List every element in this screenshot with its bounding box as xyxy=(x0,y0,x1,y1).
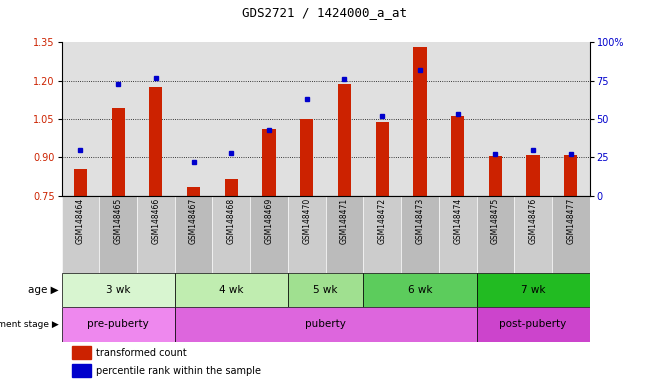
Text: GSM148468: GSM148468 xyxy=(227,197,236,243)
Bar xyxy=(175,196,213,273)
Bar xyxy=(62,273,175,307)
Text: pre-puberty: pre-puberty xyxy=(87,319,149,329)
Bar xyxy=(364,196,401,273)
Bar xyxy=(439,196,476,273)
Bar xyxy=(72,346,91,359)
Bar xyxy=(137,196,175,273)
Bar xyxy=(99,196,137,273)
Text: GSM148467: GSM148467 xyxy=(189,197,198,243)
Text: GSM148473: GSM148473 xyxy=(415,197,424,243)
Bar xyxy=(250,196,288,273)
Text: development stage ▶: development stage ▶ xyxy=(0,320,58,329)
Text: GSM148476: GSM148476 xyxy=(529,197,538,243)
Text: post-puberty: post-puberty xyxy=(500,319,567,329)
Text: GSM148469: GSM148469 xyxy=(264,197,273,243)
Text: GSM148466: GSM148466 xyxy=(152,197,160,243)
Bar xyxy=(476,196,515,273)
Bar xyxy=(72,364,91,377)
Text: puberty: puberty xyxy=(305,319,346,329)
Bar xyxy=(149,87,163,196)
Bar xyxy=(175,273,288,307)
Bar xyxy=(213,196,250,273)
Bar xyxy=(111,108,125,196)
Bar xyxy=(515,196,552,273)
Text: GSM148474: GSM148474 xyxy=(453,197,462,243)
Text: GSM148470: GSM148470 xyxy=(302,197,311,243)
Bar xyxy=(288,196,326,273)
Text: 7 wk: 7 wk xyxy=(521,285,546,295)
Bar xyxy=(288,273,364,307)
Bar xyxy=(326,196,364,273)
Text: GSM148465: GSM148465 xyxy=(113,197,122,243)
Text: 3 wk: 3 wk xyxy=(106,285,130,295)
Bar xyxy=(526,155,540,196)
Bar xyxy=(476,273,590,307)
Bar xyxy=(62,307,175,342)
Bar xyxy=(338,84,351,196)
Bar xyxy=(74,169,87,196)
Bar xyxy=(62,196,99,273)
Text: GSM148471: GSM148471 xyxy=(340,197,349,243)
Bar xyxy=(564,155,577,196)
Text: transformed count: transformed count xyxy=(97,348,187,358)
Bar xyxy=(225,179,238,196)
Bar xyxy=(413,47,426,196)
Text: 4 wk: 4 wk xyxy=(219,285,244,295)
Text: percentile rank within the sample: percentile rank within the sample xyxy=(97,366,261,376)
Text: GSM148477: GSM148477 xyxy=(566,197,575,243)
Bar xyxy=(175,307,476,342)
Bar xyxy=(187,187,200,196)
Text: GDS2721 / 1424000_a_at: GDS2721 / 1424000_a_at xyxy=(242,6,406,19)
Text: 6 wk: 6 wk xyxy=(408,285,432,295)
Text: age ▶: age ▶ xyxy=(28,285,58,295)
Bar xyxy=(489,156,502,196)
Bar xyxy=(300,119,314,196)
Bar xyxy=(364,273,476,307)
Bar xyxy=(451,116,464,196)
Text: GSM148472: GSM148472 xyxy=(378,197,387,243)
Bar xyxy=(401,196,439,273)
Text: GSM148475: GSM148475 xyxy=(491,197,500,243)
Bar xyxy=(552,196,590,273)
Bar xyxy=(476,307,590,342)
Text: GSM148464: GSM148464 xyxy=(76,197,85,243)
Bar xyxy=(376,122,389,196)
Bar xyxy=(262,129,275,196)
Text: 5 wk: 5 wk xyxy=(314,285,338,295)
